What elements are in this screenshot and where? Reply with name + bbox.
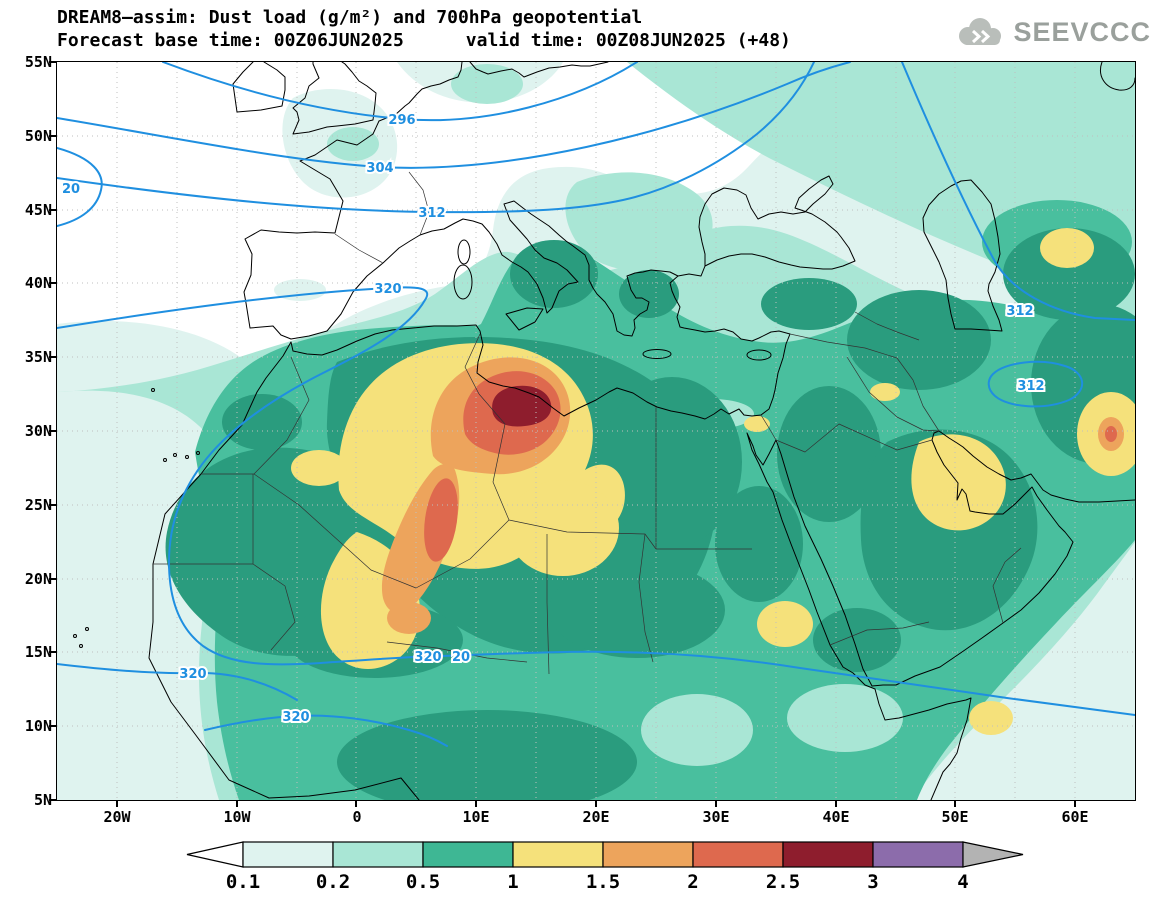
country-borders <box>153 171 1022 675</box>
colorbar-segment <box>512 841 604 868</box>
colorbar-segment <box>782 841 874 868</box>
colorbar-segment <box>332 841 424 868</box>
geo-label: 312 <box>1006 304 1033 319</box>
geo-label: 304 <box>366 161 393 176</box>
lon-tick-label: 40E <box>822 808 850 826</box>
colorbar-left-arrow <box>186 841 244 868</box>
colorbar-label: 3 <box>867 871 879 893</box>
tick-mark <box>1074 801 1076 807</box>
tick-mark <box>475 801 477 807</box>
tick-mark <box>49 799 56 801</box>
colorbar-segment <box>242 841 334 868</box>
colorbar-segment <box>692 841 784 868</box>
colorbar-segment <box>872 841 964 868</box>
geo-label: 320 <box>282 710 309 725</box>
colorbar-label: 2.5 <box>765 871 801 893</box>
colorbar-label: 2 <box>687 871 699 893</box>
tick-mark <box>49 61 56 63</box>
page-title: DREAM8—assim: Dust load (g/m²) and 700hP… <box>57 7 643 28</box>
geo-label: 312 <box>1017 379 1044 394</box>
map-canvas: 20 296 304 312 320 312 312 320 20 320 32… <box>57 62 1135 800</box>
tick-mark <box>954 801 956 807</box>
lon-tick-label: 60E <box>1061 808 1089 826</box>
logo-text: SEEVCCC <box>1013 16 1151 47</box>
geo-label: 20 <box>62 182 80 197</box>
colorbar-label: 0.1 <box>225 871 261 893</box>
lat-tick-label: 10N <box>24 717 52 735</box>
geopotential-contours <box>57 62 1135 747</box>
geo-label: 320 <box>374 282 401 297</box>
colorbar-label: 4 <box>957 871 969 893</box>
tick-mark <box>49 430 56 432</box>
tick-mark <box>236 801 238 807</box>
tick-mark <box>49 282 56 284</box>
colorbar-label: 1 <box>507 871 519 893</box>
map-frame: 20 296 304 312 320 312 312 320 20 320 32… <box>56 61 1136 801</box>
lon-tick-label: 20E <box>582 808 610 826</box>
lon-tick-label: 50E <box>941 808 969 826</box>
tick-mark <box>49 135 56 137</box>
seevccc-logo: SEEVCCC <box>952 16 1151 48</box>
tick-mark <box>355 801 357 807</box>
colorbar-label: 1.5 <box>585 871 621 893</box>
geo-label: 20 <box>452 650 470 665</box>
lon-tick-label: 30E <box>702 808 730 826</box>
colorbar-segment <box>602 841 694 868</box>
colorbar-label: 0.2 <box>315 871 351 893</box>
cloud-icon <box>959 18 1002 45</box>
lon-tick-label: 20W <box>103 808 131 826</box>
forecast-base-time: Forecast base time: 00Z06JUN2025 <box>57 30 404 51</box>
colorbar-right-arrow <box>962 841 1024 868</box>
colorbar-segment <box>422 841 514 868</box>
lat-tick-label: 40N <box>24 274 52 292</box>
lat-tick-label: 50N <box>24 127 52 145</box>
tick-mark <box>49 356 56 358</box>
colorbar-label: 0.5 <box>405 871 441 893</box>
tick-mark <box>49 725 56 727</box>
tick-mark <box>49 209 56 211</box>
colorbar <box>185 841 1025 872</box>
lat-tick-label: 25N <box>24 496 52 514</box>
tick-mark <box>116 801 118 807</box>
tick-mark <box>49 578 56 580</box>
geo-label: 320 <box>414 650 441 665</box>
lon-tick-label: 10E <box>462 808 490 826</box>
tick-mark <box>49 651 56 653</box>
dust-level-3 <box>492 385 552 427</box>
lat-tick-label: 30N <box>24 422 52 440</box>
lat-tick-label: 5N <box>33 791 52 809</box>
lat-tick-label: 55N <box>24 53 52 71</box>
tick-mark <box>49 504 56 506</box>
lat-tick-label: 15N <box>24 643 52 661</box>
page-subtitle: Forecast base time: 00Z06JUN2025 valid ti… <box>57 30 791 51</box>
geo-label: 320 <box>179 667 206 682</box>
valid-time: valid time: 00Z08JUN2025 (+48) <box>465 30 791 51</box>
colorbar-scale <box>186 841 1024 868</box>
geo-label: 312 <box>418 206 445 221</box>
tick-mark <box>715 801 717 807</box>
coastlines <box>73 62 1135 800</box>
graticule <box>57 62 1135 800</box>
tick-mark <box>835 801 837 807</box>
lat-tick-label: 20N <box>24 570 52 588</box>
geo-label: 296 <box>388 113 415 128</box>
geopotential-contour-labels: 20 296 304 312 320 312 312 320 20 320 32… <box>60 111 1047 727</box>
tick-mark <box>595 801 597 807</box>
lon-tick-label: 0 <box>352 808 362 826</box>
lat-tick-label: 45N <box>24 201 52 219</box>
lon-tick-label: 10W <box>223 808 251 826</box>
lat-tick-label: 35N <box>24 348 52 366</box>
